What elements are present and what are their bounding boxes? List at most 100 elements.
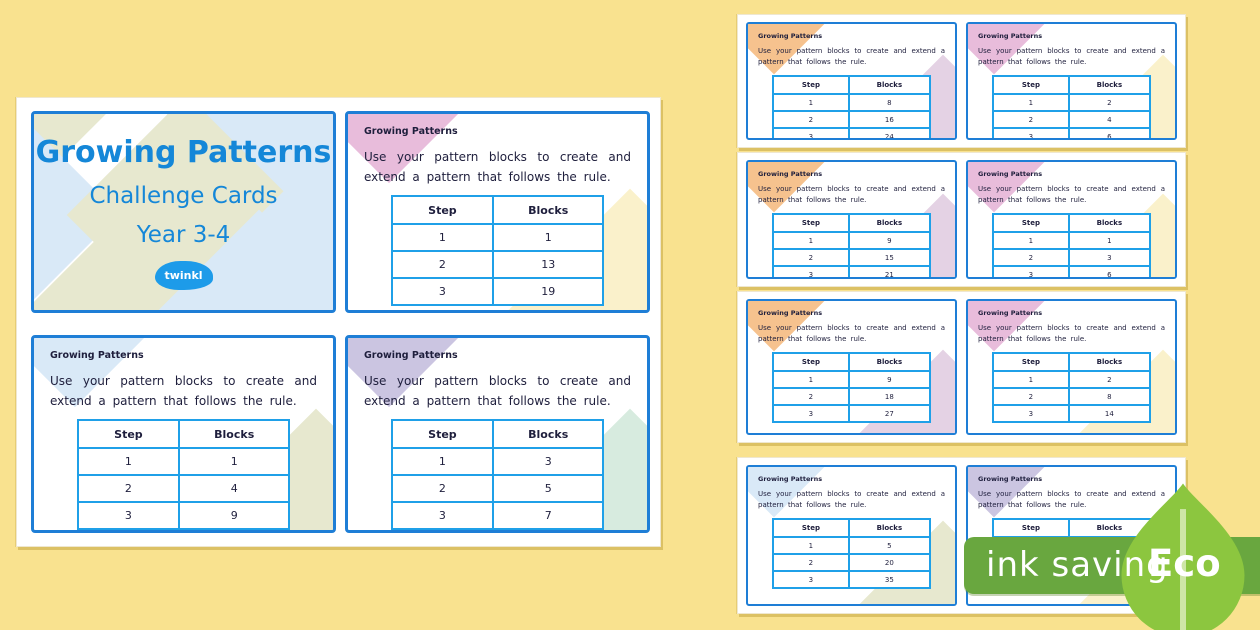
card-instruction: Use your pattern blocks to create and ex… — [758, 185, 945, 204]
card-title: Growing Patterns — [364, 350, 458, 361]
card-title: Growing Patterns — [364, 126, 458, 137]
resource-year: Year 3-4 — [136, 222, 231, 248]
challenge-card: Growing Patterns Use your pattern blocks… — [31, 335, 336, 533]
table-row: 3 35 — [772, 570, 931, 589]
column-header-blocks: Blocks — [1067, 518, 1151, 538]
table-row: 2 15 — [772, 248, 931, 267]
ink-saving-label: ink saving — [986, 545, 1169, 585]
column-header-blocks: Blocks — [847, 75, 931, 95]
card-instruction: Use your pattern blocks to create and ex… — [364, 150, 631, 184]
challenge-card-slot: Growing Patterns Use your pattern blocks… — [746, 465, 957, 606]
column-header-blocks: Blocks — [492, 195, 605, 225]
table-row: 3 27 — [772, 404, 931, 423]
column-header-step: Step — [992, 75, 1070, 95]
right-page-2: Growing Patterns Use your pattern blocks… — [737, 152, 1186, 287]
card-instruction: Use your pattern blocks to create and ex… — [978, 47, 1165, 66]
column-header-blocks: Blocks — [178, 419, 291, 449]
challenge-card-slot: Growing Patterns Use your pattern blocks… — [966, 160, 1177, 279]
challenge-card: Growing Patterns Use your pattern blocks… — [746, 22, 957, 140]
challenge-card: Growing Patterns Use your pattern blocks… — [966, 160, 1177, 279]
right-page-3: Growing Patterns Use your pattern blocks… — [737, 291, 1186, 443]
challenge-card-slot: Growing Patterns Use your pattern blocks… — [966, 22, 1177, 140]
column-header-step: Step — [772, 75, 850, 95]
table-row: 3 19 — [390, 277, 605, 306]
card-title: Growing Patterns — [50, 350, 144, 361]
challenge-card-slot: Growing Patterns Use your pattern blocks… — [746, 299, 957, 435]
card-title: Growing Patterns — [978, 32, 1043, 40]
twinkl-logo-text: twinkl — [164, 269, 203, 282]
left-page: Growing Patterns Challenge Cards Year 3-… — [16, 97, 661, 547]
title-card: Growing Patterns Challenge Cards Year 3-… — [31, 111, 336, 313]
title-card-slot: Growing Patterns Challenge Cards Year 3-… — [31, 111, 336, 313]
column-header-blocks: Blocks — [1067, 213, 1151, 233]
card-title: Growing Patterns — [758, 475, 823, 483]
resource-subtitle: Challenge Cards — [89, 183, 278, 209]
card-title: Growing Patterns — [758, 170, 823, 178]
right-page-4: Growing Patterns Use your pattern blocks… — [737, 457, 1186, 614]
column-header-step: Step — [76, 419, 181, 449]
column-header-blocks: Blocks — [1067, 75, 1151, 95]
table-row: 2 20 — [772, 553, 931, 572]
eco-leaf-icon — [1121, 483, 1245, 630]
challenge-card: Growing Patterns Use your pattern blocks… — [966, 22, 1177, 140]
column-header-step: Step — [390, 195, 495, 225]
column-header-step: Step — [992, 518, 1070, 538]
card-instruction: Use your pattern blocks to create and ex… — [758, 47, 945, 66]
column-header-blocks: Blocks — [847, 518, 931, 538]
column-header-step: Step — [772, 213, 850, 233]
card-title: Growing Patterns — [758, 309, 823, 317]
column-header-step: Step — [992, 352, 1070, 372]
challenge-card: Growing Patterns Use your pattern blocks… — [746, 299, 957, 435]
column-header-blocks: Blocks — [492, 419, 605, 449]
column-header-blocks: Blocks — [847, 352, 931, 372]
card-instruction: Use your pattern blocks to create and ex… — [978, 490, 1165, 509]
table-row: 2 16 — [772, 110, 931, 129]
challenge-card: Growing Patterns Use your pattern blocks… — [746, 465, 957, 606]
column-header-step: Step — [992, 213, 1070, 233]
challenge-card-slot: Growing Patterns Use your pattern blocks… — [31, 335, 336, 533]
table-row: 3 21 — [772, 265, 931, 277]
challenge-card: Growing Patterns Use your pattern blocks… — [345, 111, 650, 313]
card-instruction: Use your pattern blocks to create and ex… — [978, 185, 1165, 204]
card-title: Growing Patterns — [978, 475, 1043, 483]
card-instruction: Use your pattern blocks to create and ex… — [758, 490, 945, 509]
card-title: Growing Patterns — [978, 309, 1043, 317]
column-header-blocks: Blocks — [847, 213, 931, 233]
card-instruction: Use your pattern blocks to create and ex… — [758, 324, 945, 343]
column-header-step: Step — [772, 518, 850, 538]
card-instruction: Use your pattern blocks to create and ex… — [364, 374, 631, 408]
challenge-card-slot: Growing Patterns Use your pattern blocks… — [345, 335, 650, 533]
table-row: 3 14 — [992, 404, 1151, 423]
column-header-step: Step — [390, 419, 495, 449]
card-instruction: Use your pattern blocks to create and ex… — [50, 374, 317, 408]
card-title: Growing Patterns — [758, 32, 823, 40]
resource-title: Growing Patterns — [35, 135, 332, 170]
